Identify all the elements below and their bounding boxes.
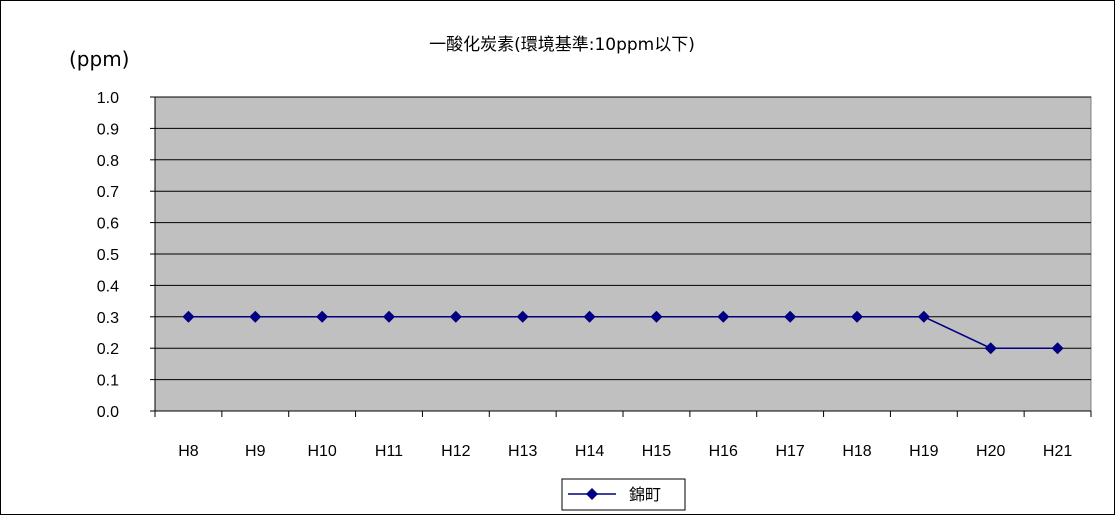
y-axis-unit: (ppm) bbox=[69, 47, 129, 71]
y-tick-label: 0.4 bbox=[97, 278, 119, 295]
x-tick-label: H18 bbox=[842, 443, 871, 460]
y-axis: 0.0 0.1 0.2 0.3 0.4 0.5 0.6 0.7 0.8 0.9 1.0 bbox=[97, 90, 156, 421]
data-point bbox=[984, 342, 997, 355]
y-tick-label: 0.6 bbox=[97, 216, 119, 233]
data-point bbox=[449, 310, 462, 323]
y-tick-label: 0.9 bbox=[97, 121, 119, 138]
y-tick-label: 1.0 bbox=[97, 90, 119, 107]
x-tick-label: H16 bbox=[709, 443, 738, 460]
data-point bbox=[249, 310, 262, 323]
y-tick-label: 0.7 bbox=[97, 184, 119, 201]
x-tick-label: H20 bbox=[976, 443, 1005, 460]
x-tick-label: H12 bbox=[441, 443, 470, 460]
data-point bbox=[784, 310, 797, 323]
x-tick-label: H19 bbox=[909, 443, 938, 460]
data-point bbox=[717, 310, 730, 323]
legend-label: 錦町 bbox=[629, 485, 661, 504]
x-tick-label: H17 bbox=[775, 443, 804, 460]
y-tick-label: 0.1 bbox=[97, 373, 119, 390]
x-tick-label: H10 bbox=[307, 443, 336, 460]
data-point bbox=[316, 310, 329, 323]
y-tick-label: 0.2 bbox=[97, 341, 119, 358]
grid-lines bbox=[155, 96, 1091, 381]
series-line bbox=[188, 316, 1058, 349]
data-point bbox=[182, 310, 195, 323]
data-point bbox=[1051, 342, 1064, 355]
data-point bbox=[917, 310, 930, 323]
series-group bbox=[182, 310, 1064, 355]
x-tick-label: H8 bbox=[178, 443, 199, 460]
data-point bbox=[383, 310, 395, 323]
data-point bbox=[851, 310, 863, 323]
legend: 錦町 bbox=[561, 478, 686, 511]
y-tick-label: 0.8 bbox=[97, 153, 119, 170]
x-axis: H8 H9 H10 H11 H12 H13 H14 H15 H16 H17 H18 H19 H20 H21 bbox=[154, 410, 1092, 460]
y-tick-label: 0.0 bbox=[97, 404, 119, 421]
data-point bbox=[583, 310, 596, 323]
data-point bbox=[516, 310, 529, 323]
y-tick-label: 0.3 bbox=[97, 310, 119, 327]
x-tick-label: H11 bbox=[375, 443, 403, 460]
x-tick-label: H21 bbox=[1043, 443, 1072, 460]
x-tick-label: H14 bbox=[575, 443, 604, 460]
x-tick-label: H9 bbox=[245, 443, 266, 460]
x-tick-label: H15 bbox=[642, 443, 671, 460]
legend-marker bbox=[586, 488, 598, 500]
x-tick-label: H13 bbox=[508, 443, 537, 460]
data-point bbox=[650, 310, 663, 323]
y-tick-label: 0.5 bbox=[97, 247, 119, 264]
chart-title: 一酸化炭素(環境基準:10ppm以下) bbox=[429, 35, 695, 55]
